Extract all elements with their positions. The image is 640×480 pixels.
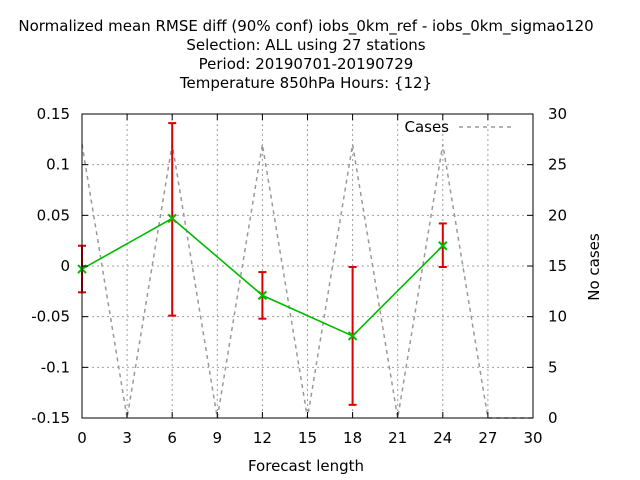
x-tick-label: 6 [167,429,177,447]
data-point [347,331,358,341]
y-tick-label: 0.05 [37,206,70,224]
data-point-mark [438,241,448,251]
data-point-mark [347,331,358,341]
y2-tick-label: 0 [548,409,558,427]
data-point [257,290,268,301]
legend-label: Cases [404,118,449,136]
y-tick-label: -0.15 [31,409,70,427]
x-tick-label: 0 [77,429,87,447]
y2-tick-label: 25 [548,156,567,174]
y2-tick-label: 10 [548,308,567,326]
chart-title-line: Temperature 850hPa Hours: {12} [179,74,432,92]
x-tick-label: 12 [253,429,272,447]
axis-ticks: 0 3 6 9 12 15 18 21 24 27 30 0.15 0.1 0.05 0 -0.05 -0.1 -… [31,105,567,447]
x-tick-label: 30 [523,429,542,447]
legend: Cases [404,118,512,136]
chart-title-line: Period: 20190701-20190729 [199,55,414,73]
x-tick-label: 15 [298,429,317,447]
data-point-mark [257,290,268,301]
y2-tick-label: 30 [548,105,567,123]
y2-tick-label: 15 [548,257,567,275]
x-tick-label: 21 [388,429,407,447]
grid [82,114,533,418]
y2-tick-label: 20 [548,206,567,224]
y-tick-label: -0.05 [31,308,70,326]
x-tick-label: 9 [213,429,223,447]
x-tick-label: 27 [478,429,497,447]
y-tick-label: -0.1 [41,358,70,376]
x-tick-label: 18 [343,429,362,447]
data-point-mark [167,213,177,224]
data-point [438,241,448,251]
x-axis-label: Forecast length [248,457,364,475]
x-tick-label: 3 [122,429,132,447]
chart-title-line: Selection: ALL using 27 stations [186,36,425,54]
y-tick-label: 0.15 [37,105,70,123]
y-tick-label: 0.1 [46,156,70,174]
chart-title: Normalized mean RMSE diff (90% conf) iob… [18,17,593,92]
y2-axis-label: No cases [585,233,603,301]
x-tick-label: 24 [433,429,452,447]
y2-tick-label: 5 [548,358,558,376]
data-point [167,213,177,224]
y-tick-label: 0 [60,257,70,275]
chart-title-line: Normalized mean RMSE diff (90% conf) iob… [18,17,593,36]
